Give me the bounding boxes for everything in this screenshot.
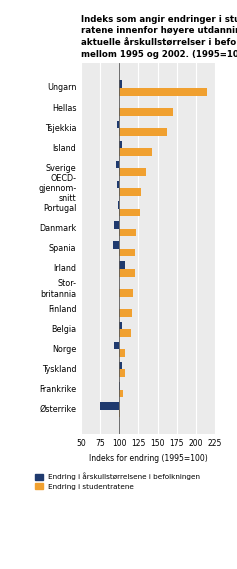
Bar — [100, 402, 119, 410]
Bar — [116, 160, 119, 168]
Bar — [114, 341, 119, 349]
Bar — [119, 390, 123, 397]
Bar — [119, 149, 152, 156]
Bar — [118, 201, 119, 209]
Bar — [117, 121, 119, 128]
Bar — [114, 221, 119, 229]
Bar — [119, 269, 135, 277]
Bar — [117, 181, 119, 188]
Text: Indeks som angir endringer i student-
ratene innenfor høyere utdanning og i
aktu: Indeks som angir endringer i student- ra… — [81, 15, 237, 59]
Bar — [119, 108, 173, 116]
Bar — [119, 289, 133, 296]
Bar — [119, 309, 132, 317]
Bar — [118, 302, 119, 309]
Legend: Endring i årskullstørrelsene i befolkningen, Endring i studentratene: Endring i årskullstørrelsene i befolknin… — [34, 471, 202, 491]
Bar — [119, 168, 146, 176]
Bar — [119, 249, 135, 257]
Bar — [119, 188, 141, 196]
Bar — [118, 281, 119, 289]
Bar — [119, 321, 122, 329]
Bar — [119, 209, 140, 216]
Bar — [119, 362, 123, 369]
Bar — [113, 241, 119, 249]
Bar — [119, 410, 120, 417]
Bar — [119, 229, 136, 236]
X-axis label: Indeks for endring (1995=100): Indeks for endring (1995=100) — [89, 453, 207, 463]
Bar — [119, 80, 122, 88]
Bar — [119, 261, 125, 269]
Bar — [119, 88, 207, 96]
Bar — [119, 329, 131, 337]
Bar — [119, 369, 125, 377]
Bar — [119, 382, 120, 390]
Bar — [119, 141, 123, 149]
Bar — [119, 128, 168, 136]
Bar — [119, 349, 125, 357]
